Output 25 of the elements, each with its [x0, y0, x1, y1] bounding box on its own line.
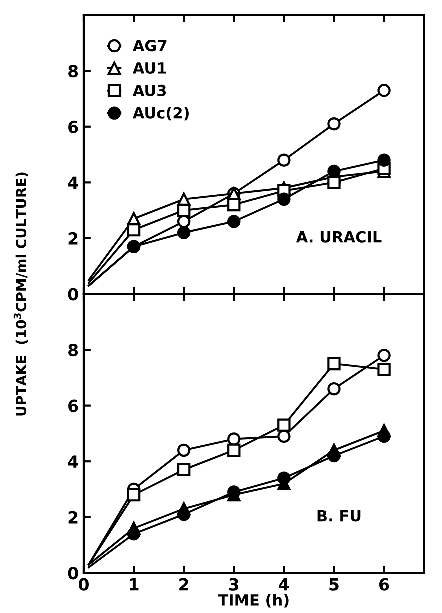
x-tick-label: 1 — [130, 578, 139, 591]
x-tick-label: 4 — [279, 578, 290, 591]
y-tick-label: 0 — [68, 288, 78, 301]
x-axis-title: TIME (h) — [218, 594, 289, 608]
y-tick-label: 2 — [68, 511, 78, 524]
legend-label: AG7 — [132, 40, 167, 52]
y-tick-label: 6 — [68, 400, 78, 412]
y-tick-label: 4 — [68, 456, 78, 468]
x-tick-label: 5 — [330, 578, 339, 591]
y-tick-label: 4 — [68, 176, 78, 190]
legend-label: AUc(2) — [132, 107, 189, 121]
legend-label: AU3 — [132, 84, 166, 96]
y-tick-label: 0 — [68, 567, 78, 580]
x-tick-label: 3 — [229, 578, 239, 591]
annotation: B. FU — [318, 510, 361, 522]
annotation: A. URACIL — [296, 231, 382, 243]
x-tick-label: 6 — [380, 578, 390, 591]
legend-label: AU1 — [132, 62, 166, 74]
y-axis-title: UPTAKE (10$^{3}$CPM/ml CULTURE) — [14, 172, 28, 416]
y-tick-label: 2 — [68, 232, 78, 245]
x-tick-label: 0 — [78, 578, 89, 591]
y-tick-label: 6 — [68, 120, 78, 134]
y-tick-label: 8 — [68, 344, 78, 357]
x-tick-label: 2 — [180, 578, 188, 591]
y-tick-label: 8 — [68, 65, 78, 78]
